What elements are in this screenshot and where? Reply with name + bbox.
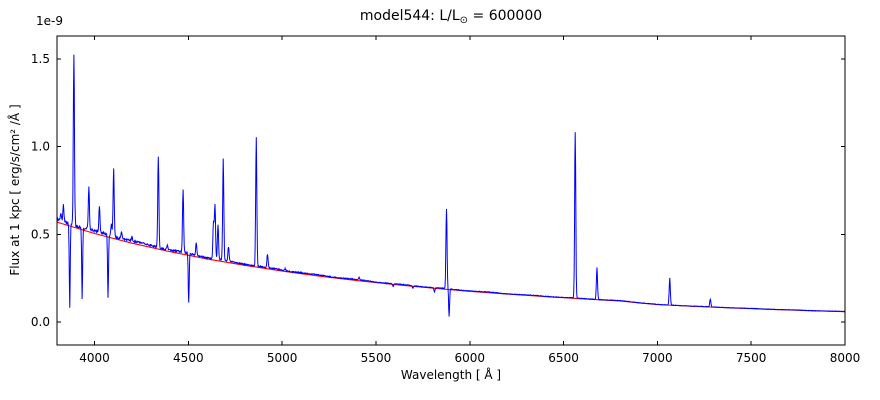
x-tick-label: 5000	[267, 351, 298, 365]
spectrum-series	[56, 54, 846, 317]
x-tick-label: 6500	[548, 351, 579, 365]
y-tick-label: 1.0	[31, 140, 50, 154]
y-tick-label: 0.0	[31, 315, 50, 329]
plot-title-prefix: model544: L/L	[359, 8, 460, 24]
x-axis-label: Wavelength [ Å ]	[400, 368, 502, 382]
x-tick-label: 4500	[173, 351, 204, 365]
plot-title-suffix: = 600000	[468, 8, 543, 24]
y-tick-label: 0.5	[31, 227, 50, 241]
y-axis-label: Flux at 1 kpc [ erg/s/cm² /Å ]	[8, 104, 22, 276]
x-tick-label: 7000	[642, 351, 673, 365]
continuum-fit-series	[56, 221, 846, 313]
plot-title: model544: L/L⊙ = 600000	[57, 8, 845, 26]
sun-symbol: ⊙	[459, 15, 469, 26]
y-tick-label: 1.5	[31, 52, 50, 66]
plot-axes-box	[56, 35, 846, 346]
y-axis-offset-label: 1e-9	[36, 14, 63, 28]
x-tick-label: 4000	[79, 351, 110, 365]
x-tick-label: 6000	[454, 351, 485, 365]
x-tick-label: 7500	[736, 351, 767, 365]
x-tick-label: 8000	[830, 351, 861, 365]
x-tick-label: 5500	[361, 351, 392, 365]
